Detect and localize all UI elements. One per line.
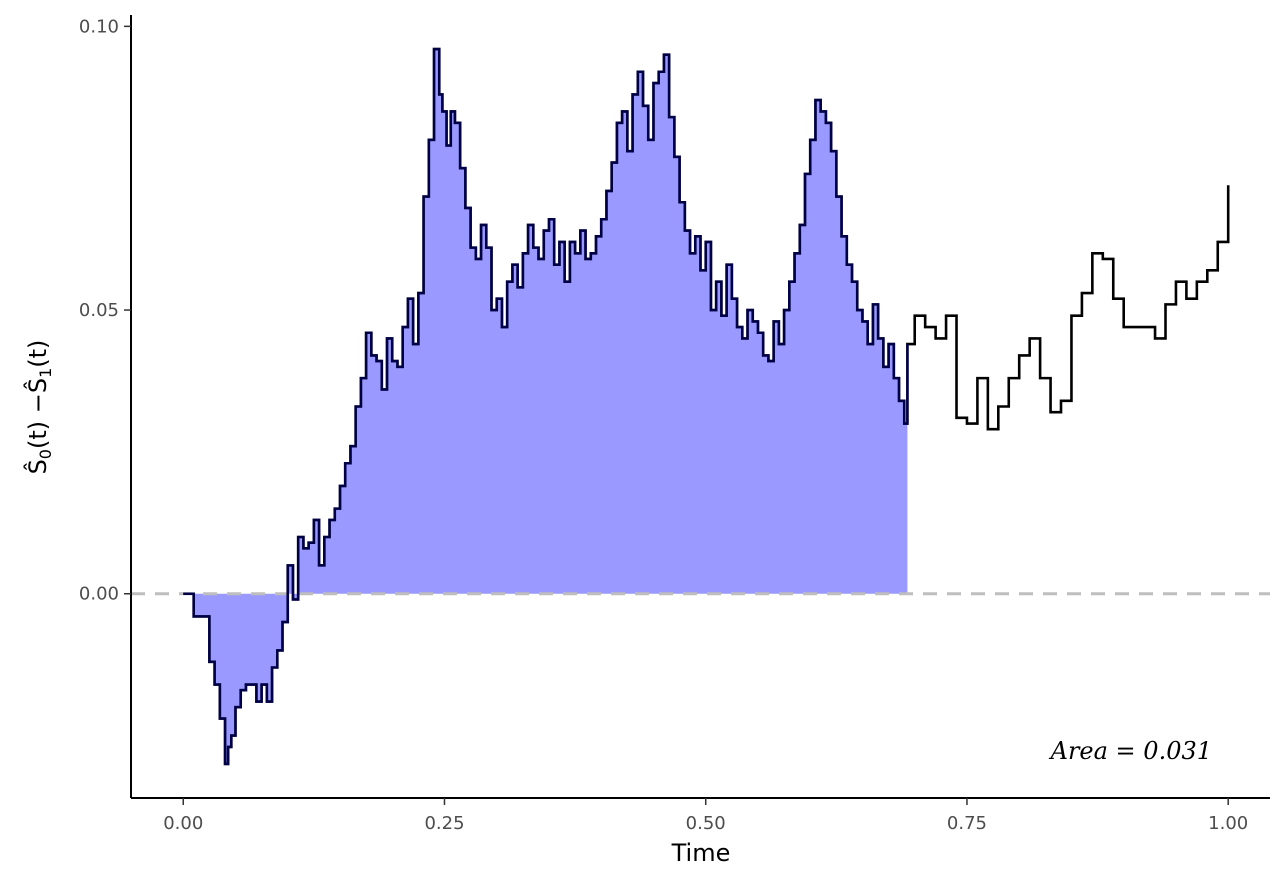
area-annotation: Area = 0.031 <box>1049 737 1212 765</box>
y-axis-title-mid: (t) −Ŝ <box>22 378 52 449</box>
x-tick-label: 0.50 <box>686 813 726 834</box>
shaded-step-line <box>183 47 909 766</box>
area-fill-layer <box>183 49 908 764</box>
x-ticks: 0.00 0.25 0.50 0.75 1.00 <box>163 798 1248 834</box>
x-tick-label: 0.75 <box>947 813 987 834</box>
x-tick-label: 1.00 <box>1208 813 1248 834</box>
y-tick-label: 0.10 <box>79 16 119 37</box>
y-axis-title-end: (t) <box>24 340 52 368</box>
y-tick-label: 0.00 <box>79 584 119 605</box>
y-ticks: 0.00 0.05 0.10 <box>79 16 131 605</box>
x-axis-title: Time <box>671 839 731 867</box>
y-tick-label: 0.05 <box>79 300 119 321</box>
y-axis-title: Ŝ0(t) −Ŝ1(t) <box>22 340 55 475</box>
x-tick-label: 0.00 <box>163 813 203 834</box>
y-axis-title-s0: Ŝ <box>22 459 52 474</box>
shaded-area <box>183 49 908 764</box>
x-tick-label: 0.25 <box>424 813 464 834</box>
axes <box>130 15 1270 799</box>
step-line-layer <box>183 47 1230 766</box>
y-axis-title-sub1: 1 <box>36 368 55 378</box>
y-axis-title-sub0: 0 <box>36 449 55 459</box>
